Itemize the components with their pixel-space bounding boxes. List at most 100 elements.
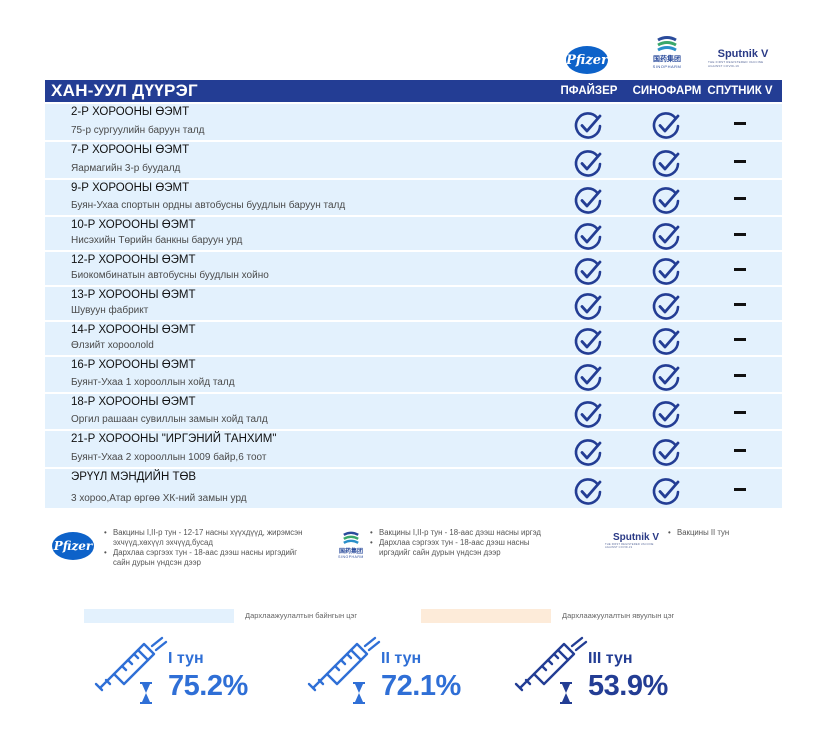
- legend-sinopharm: Вакцины I,II-р тун - 18-аас дээш насны и…: [370, 528, 560, 558]
- legend-sputnik: Вакцины II тун: [668, 528, 778, 538]
- check-circle-icon: [652, 478, 680, 505]
- dash-icon: [734, 338, 746, 341]
- check-circle-icon: [652, 401, 680, 428]
- location-name: 18-Р ХОРООНЫ ӨЭМТ: [71, 396, 196, 408]
- table-row: 14-Р ХОРООНЫ ӨЭМТ Өлзийт хороолold: [45, 322, 782, 356]
- check-circle-icon: [652, 328, 680, 355]
- column-pfizer: ПФАЙЗЕР: [560, 85, 618, 97]
- sinopharm-logo: 国药集团 SINOPHARM: [646, 34, 688, 74]
- mobile-point-label: Дархлаажуулалтын явуулын цэг: [562, 611, 675, 620]
- check-circle-icon: [652, 187, 680, 214]
- check-circle-icon: [574, 293, 602, 320]
- table-row: 2-Р ХОРООНЫ ӨЭМТ 75-р сургуулийн баруун т…: [45, 104, 782, 141]
- legend-pfizer-logo: Pfizer: [52, 532, 94, 560]
- dose-stat: II тун 72.1%: [305, 636, 495, 708]
- check-circle-icon: [652, 150, 680, 177]
- syringe-hourglass-icon: [94, 636, 168, 704]
- legend-sinopharm-logo: 国药集团 SINOPHARM: [336, 530, 366, 564]
- table-row: ЭРҮҮЛ МЭНДИЙН ТӨВ 3 хороо,Атар өргөө ХК-н…: [45, 469, 782, 509]
- check-circle-icon: [574, 439, 602, 466]
- check-circle-icon: [652, 439, 680, 466]
- location-address: Шувуун фабрикт: [71, 305, 149, 316]
- dash-icon: [734, 411, 746, 414]
- dash-icon: [734, 233, 746, 236]
- check-circle-icon: [574, 150, 602, 177]
- check-circle-icon: [574, 328, 602, 355]
- dose-label: III тун: [588, 650, 633, 667]
- location-name: 21-Р ХОРООНЫ "ИРГЭНИЙ ТАНХИМ": [71, 433, 277, 445]
- table-row: 12-Р ХОРООНЫ ӨЭМТ Биокомбинатын автобусны…: [45, 252, 782, 286]
- dose-label: II тун: [381, 650, 422, 667]
- dose-stat: III тун 53.9%: [512, 636, 702, 708]
- sputnik-logo: Sputnik V THE FIRST REGISTERED VACCINE A…: [708, 48, 769, 68]
- check-circle-icon: [652, 293, 680, 320]
- syringe-hourglass-icon: [514, 636, 588, 704]
- check-circle-icon: [652, 223, 680, 250]
- legend-pfizer-item: Дархлаа сэргээх тун - 18-аас дээш насны …: [104, 548, 304, 568]
- location-name: 9-Р ХОРООНЫ ӨЭМТ: [71, 182, 190, 194]
- location-name: 13-Р ХОРООНЫ ӨЭМТ: [71, 289, 196, 301]
- dose-label: I тун: [168, 650, 204, 667]
- check-circle-icon: [652, 364, 680, 391]
- table-row: 21-Р ХОРООНЫ "ИРГЭНИЙ ТАНХИМ" Буянт-Ухаа …: [45, 431, 782, 468]
- location-address: Биокомбинатын автобусны буудлын хойно: [71, 270, 269, 281]
- dose-percent: 72.1%: [381, 670, 461, 702]
- dash-icon: [734, 374, 746, 377]
- check-circle-icon: [652, 112, 680, 139]
- table-row: 9-Р ХОРООНЫ ӨЭМТ Буян-Ухаа спортын ордны …: [45, 180, 782, 216]
- location-name: 10-Р ХОРООНЫ ӨЭМТ: [71, 219, 196, 231]
- table-row: 16-Р ХОРООНЫ ӨЭМТ Буянт-Ухаа 1 хорооллын …: [45, 357, 782, 393]
- check-circle-icon: [574, 401, 602, 428]
- location-name: 16-Р ХОРООНЫ ӨЭМТ: [71, 359, 196, 371]
- sinopharm-emblem-icon: [343, 531, 359, 544]
- legend-sinopharm-item: Дархлаа сэргээх тун - 18-аас дээш насны …: [370, 538, 560, 558]
- location-address: Өлзийт хороолold: [71, 340, 154, 351]
- dash-icon: [734, 303, 746, 306]
- location-name: 14-Р ХОРООНЫ ӨЭМТ: [71, 324, 196, 336]
- location-address: Оргил рашаан сувиллын замын хойд талд: [71, 414, 268, 425]
- table-row: 13-Р ХОРООНЫ ӨЭМТ Шувуун фабрикт: [45, 287, 782, 321]
- dose-percent: 75.2%: [168, 670, 248, 702]
- table-header: ХАН-УУЛ ДҮҮРЭГ ПФАЙЗЕР СИНОФАРМ СПУТНИК …: [45, 80, 782, 102]
- location-address: 75-р сургуулийн баруун талд: [71, 125, 205, 136]
- table-row: 7-Р ХОРООНЫ ӨЭМТ Яармагийн 3-р буудалд: [45, 142, 782, 179]
- legend-pfizer-item: Вакцины I,II-р тун - 12-17 насны хүүхдүү…: [104, 528, 304, 548]
- legend-sinopharm-item: Вакцины I,II-р тун - 18-аас дээш насны и…: [370, 528, 560, 538]
- column-sinopharm: СИНОФАРМ: [632, 85, 702, 97]
- sinopharm-emblem-icon: [657, 36, 677, 52]
- dash-icon: [734, 197, 746, 200]
- dose-stat: I тун 75.2%: [92, 636, 282, 708]
- dash-icon: [734, 488, 746, 491]
- location-address: 3 хороо,Атар өргөө ХК-ний замын урд: [71, 493, 247, 504]
- dose-percent: 53.9%: [588, 670, 668, 702]
- legend-sputnik-logo: Sputnik V THE FIRST REGISTERED VACCINE A…: [605, 532, 660, 549]
- location-address: Буянт-Ухаа 1 хорооллын хойд талд: [71, 377, 235, 388]
- check-circle-icon: [574, 187, 602, 214]
- dash-icon: [734, 268, 746, 271]
- dash-icon: [734, 449, 746, 452]
- dash-icon: [734, 160, 746, 163]
- fixed-point-swatch: [84, 609, 234, 623]
- location-address: Буян-Ухаа спортын ордны автобусны буудлы…: [71, 200, 346, 211]
- table-row: 18-Р ХОРООНЫ ӨЭМТ Оргил рашаан сувиллын з…: [45, 394, 782, 430]
- fixed-point-label: Дархлаажуулалтын байнгын цэг: [245, 611, 358, 620]
- check-circle-icon: [574, 112, 602, 139]
- location-name: 7-Р ХОРООНЫ ӨЭМТ: [71, 144, 190, 156]
- location-name: 2-Р ХОРООНЫ ӨЭМТ: [71, 106, 190, 118]
- table-row: 10-Р ХОРООНЫ ӨЭМТ Нисэхийн Төрийн банкны …: [45, 217, 782, 251]
- district-title: ХАН-УУЛ ДҮҮРЭГ: [51, 81, 198, 100]
- location-address: Буянт-Ухаа 2 хорооллын 1009 байр,6 тоот: [71, 452, 267, 463]
- check-circle-icon: [652, 258, 680, 285]
- check-circle-icon: [574, 258, 602, 285]
- location-name: 12-Р ХОРООНЫ ӨЭМТ: [71, 254, 196, 266]
- pfizer-logo: Pfizer: [566, 46, 608, 74]
- location-name: ЭРҮҮЛ МЭНДИЙН ТӨВ: [71, 471, 197, 483]
- location-address: Нисэхийн Төрийн банкны баруун урд: [71, 235, 243, 246]
- location-address: Яармагийн 3-р буудалд: [71, 163, 181, 174]
- mobile-point-swatch: [421, 609, 551, 623]
- column-sputnik: СПУТНИК V: [707, 85, 773, 97]
- legend-sputnik-item: Вакцины II тун: [668, 528, 778, 538]
- syringe-hourglass-icon: [307, 636, 381, 704]
- dash-icon: [734, 122, 746, 125]
- check-circle-icon: [574, 223, 602, 250]
